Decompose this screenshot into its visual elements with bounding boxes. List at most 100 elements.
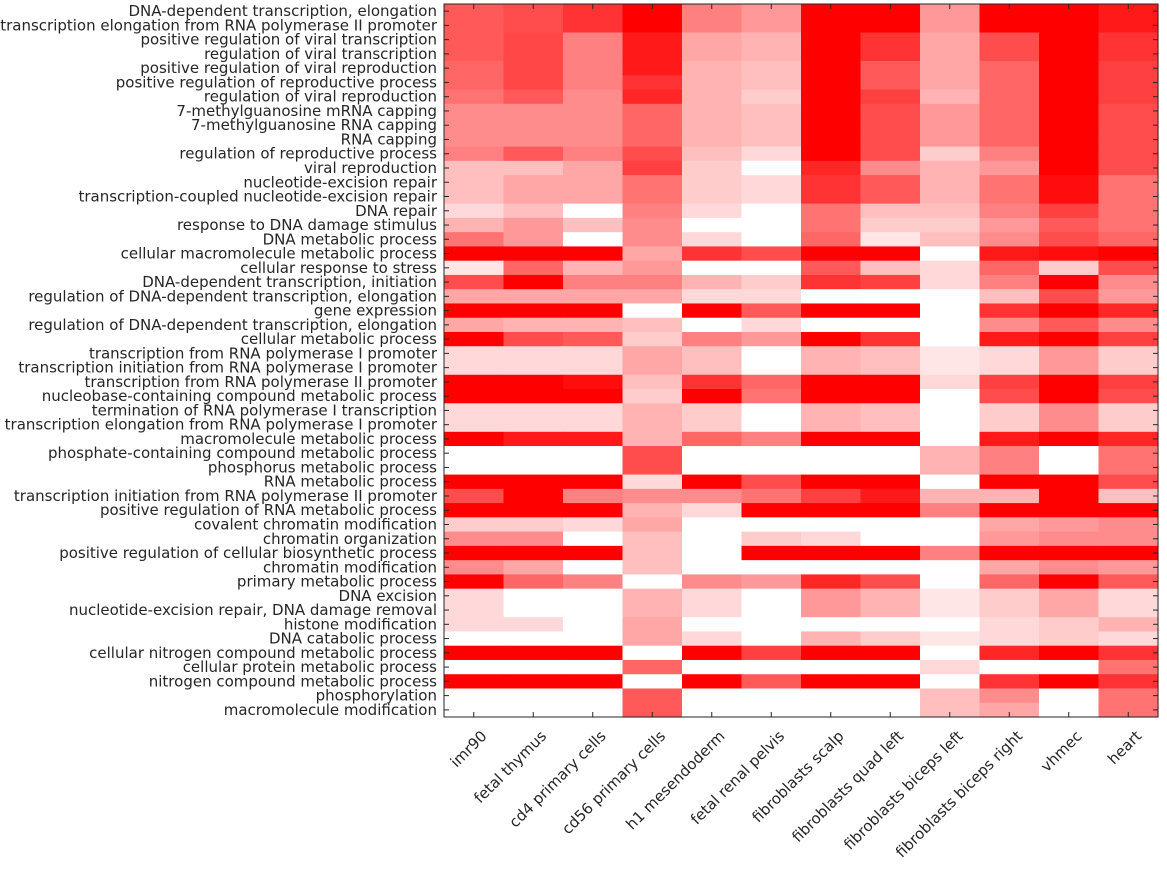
heatmap-cell: [979, 446, 1040, 461]
heatmap-cell: [444, 303, 505, 319]
heatmap-cell: [563, 75, 624, 91]
heatmap-cell: [444, 132, 505, 148]
heatmap-cell: [682, 702, 743, 718]
heatmap-cell: [622, 260, 683, 276]
heatmap-cell: [801, 303, 862, 319]
heatmap-cell: [503, 274, 564, 290]
heatmap-cell: [1098, 274, 1159, 290]
heatmap-cell: [503, 160, 564, 176]
heatmap-cell: [1098, 545, 1159, 561]
heatmap-cell: [503, 474, 564, 490]
heatmap-cell: [979, 118, 1040, 133]
heatmap-cell: [1098, 688, 1159, 704]
heatmap-cell: [920, 132, 981, 148]
heatmap-cell: [979, 346, 1040, 362]
heatmap-cell: [503, 61, 564, 76]
heatmap-cell: [1098, 232, 1159, 248]
row-label: phosphate-containing compound metabolic …: [48, 444, 437, 462]
heatmap-cell: [741, 89, 802, 105]
heatmap-cell: [682, 503, 743, 518]
row-label: response to DNA damage stimulus: [177, 216, 437, 234]
heatmap-cell: [1039, 346, 1100, 362]
heatmap-cell: [860, 574, 921, 590]
heatmap-cell: [622, 389, 683, 404]
heatmap-cell: [801, 702, 862, 718]
heatmap-cell: [503, 688, 564, 704]
heatmap-cell: [622, 503, 683, 518]
heatmap-cell: [920, 659, 981, 675]
heatmap-cell: [920, 474, 981, 490]
heatmap-cell: [1039, 674, 1100, 690]
heatmap-cell: [801, 488, 862, 504]
heatmap-cell: [979, 32, 1040, 48]
heatmap-cell: [860, 274, 921, 290]
heatmap-cell: [682, 217, 743, 233]
heatmap-cell: [503, 460, 564, 476]
row-label: positive regulation of reproductive proc…: [116, 73, 437, 91]
heatmap-cell: [801, 588, 862, 604]
heatmap-cell: [920, 674, 981, 690]
heatmap-cell: [1039, 588, 1100, 604]
heatmap-cell: [444, 602, 505, 618]
heatmap-cell: [444, 46, 505, 62]
row-label: transcription-coupled nucleotide-excisio…: [78, 188, 437, 206]
heatmap-cell: [801, 118, 862, 133]
heatmap-cell: [622, 574, 683, 590]
heatmap-cell: [682, 446, 743, 461]
heatmap-cell: [622, 32, 683, 48]
heatmap-cell: [622, 531, 683, 547]
heatmap-cell: [563, 389, 624, 404]
heatmap-cell: [1039, 260, 1100, 276]
heatmap-cell: [503, 531, 564, 547]
heatmap-cell: [741, 417, 802, 433]
heatmap-cell: [622, 560, 683, 575]
heatmap-cell: [801, 531, 862, 547]
row-label: phosphorylation: [316, 687, 437, 705]
heatmap-cell: [801, 631, 862, 647]
heatmap-cell: [1098, 403, 1159, 419]
heatmap-cell: [682, 631, 743, 647]
heatmap-cell: [682, 289, 743, 305]
heatmap-cell: [622, 175, 683, 190]
heatmap-cell: [741, 4, 802, 19]
heatmap-cell: [563, 61, 624, 76]
heatmap-cell: [1039, 517, 1100, 533]
row-label: cellular macromolecule metabolic process: [121, 245, 438, 263]
heatmap-cell: [1039, 289, 1100, 305]
heatmap-cell: [920, 89, 981, 105]
row-label: cellular response to stress: [240, 259, 437, 277]
heatmap-cell: [801, 46, 862, 62]
heatmap-cell: [801, 274, 862, 290]
heatmap-cell: [801, 132, 862, 148]
heatmap-cell: [444, 545, 505, 561]
heatmap-cell: [622, 659, 683, 675]
heatmap-cell: [860, 160, 921, 176]
heatmap-cell: [1098, 674, 1159, 690]
heatmap-cell: [801, 446, 862, 461]
heatmap-cell: [444, 274, 505, 290]
heatmap-cell: [1098, 389, 1159, 404]
heatmap-cell: [682, 403, 743, 419]
heatmap-cell: [1098, 118, 1159, 133]
heatmap-cell: [503, 46, 564, 62]
heatmap-cell: [1098, 32, 1159, 48]
heatmap-cell: [979, 132, 1040, 148]
row-label: gene expression: [314, 302, 437, 320]
row-label: regulation of DNA-dependent transcriptio…: [28, 316, 437, 334]
heatmap-cell: [682, 18, 743, 34]
heatmap-cell: [860, 488, 921, 504]
heatmap-cell: [920, 289, 981, 305]
heatmap-cell: [979, 374, 1040, 390]
heatmap-cell: [622, 46, 683, 62]
heatmap-cell: [444, 431, 505, 447]
heatmap-cell: [741, 289, 802, 305]
heatmap-cell: [860, 189, 921, 205]
heatmap-cell: [682, 674, 743, 690]
heatmap-cell: [682, 103, 743, 119]
heatmap-cell: [503, 503, 564, 518]
row-label: macromolecule metabolic process: [180, 430, 437, 448]
heatmap-cell: [860, 560, 921, 575]
heatmap-cell: [741, 32, 802, 48]
heatmap-cell: [801, 688, 862, 704]
heatmap-cell: [563, 118, 624, 133]
